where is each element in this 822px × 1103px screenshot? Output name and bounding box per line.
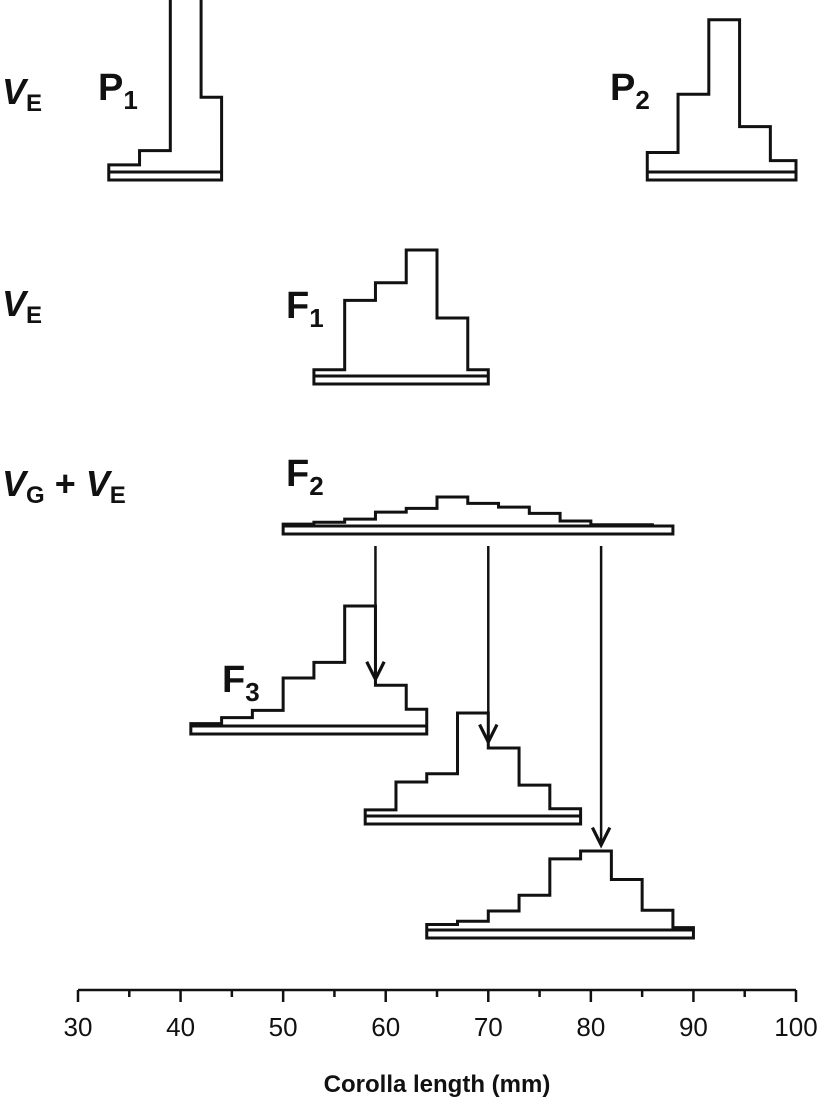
x-tick-label: 80 (576, 1012, 605, 1042)
histogram-4 (281, 495, 675, 536)
histogram-2 (645, 18, 798, 182)
histogram-6 (363, 711, 583, 826)
generation-label-4: F2 (286, 453, 324, 501)
x-tick-label: 50 (269, 1012, 298, 1042)
selection-arrow-head-2 (478, 723, 499, 746)
generation-label-1: P1 (98, 67, 138, 115)
selection-arrows (365, 546, 612, 849)
x-axis-title: Corolla length (mm) (324, 1071, 551, 1098)
selection-arrow-head-1 (365, 661, 386, 683)
variance-label-1: VE (2, 71, 42, 117)
variance-label-2: VE (2, 283, 42, 329)
generation-labels: P1 P2 F1 F2 F3 (98, 67, 650, 707)
selection-arrow-head-3 (590, 826, 612, 849)
histogram-3 (312, 248, 490, 386)
x-tick-label: 30 (64, 1012, 93, 1042)
histogram-1 (107, 0, 224, 182)
x-tick-label: 60 (371, 1012, 400, 1042)
variance-labels: VE VE VG + VE (2, 71, 126, 509)
x-tick-label: 90 (679, 1012, 708, 1042)
generation-label-3: F1 (286, 285, 324, 333)
generation-label-5: F3 (222, 659, 260, 707)
x-tick-label: 100 (774, 1012, 817, 1042)
variance-label-3: VG + VE (2, 463, 126, 509)
x-axis: 30 40 50 60 70 80 90 100 (64, 988, 818, 1042)
x-tick-label: 70 (474, 1012, 503, 1042)
histogram-5 (189, 604, 429, 736)
histograms (107, 0, 798, 940)
generation-label-2: P2 (610, 67, 650, 115)
x-tick-label: 40 (166, 1012, 195, 1042)
histogram-7 (425, 849, 695, 940)
